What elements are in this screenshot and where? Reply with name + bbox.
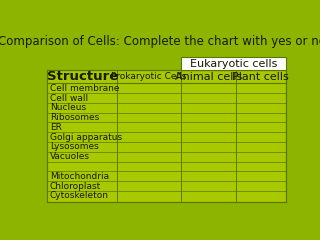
Text: Comparison of Cells: Complete the chart with yes or no.: Comparison of Cells: Complete the chart …	[0, 35, 320, 48]
Text: Prokaryotic Cells: Prokaryotic Cells	[111, 72, 187, 81]
Text: Lysosomes: Lysosomes	[50, 143, 99, 151]
Bar	[181, 57, 285, 70]
Text: ER: ER	[50, 123, 62, 132]
Text: Mitochondria: Mitochondria	[50, 172, 109, 181]
Text: Chloroplast: Chloroplast	[50, 182, 101, 191]
Bar	[47, 70, 285, 202]
Text: Cell membrane: Cell membrane	[50, 84, 119, 93]
Text: Nucleus: Nucleus	[50, 103, 86, 112]
Text: Cell wall: Cell wall	[50, 94, 88, 102]
Text: Ribosomes: Ribosomes	[50, 113, 99, 122]
Text: Structure: Structure	[46, 70, 118, 83]
Text: Plant cells: Plant cells	[232, 72, 289, 82]
Text: Eukaryotic cells: Eukaryotic cells	[190, 59, 277, 69]
Text: Golgi apparatus: Golgi apparatus	[50, 133, 122, 142]
Text: Animal cells: Animal cells	[175, 72, 242, 82]
Text: Vacuoles: Vacuoles	[50, 152, 90, 161]
Text: Cytoskeleton: Cytoskeleton	[50, 192, 109, 200]
